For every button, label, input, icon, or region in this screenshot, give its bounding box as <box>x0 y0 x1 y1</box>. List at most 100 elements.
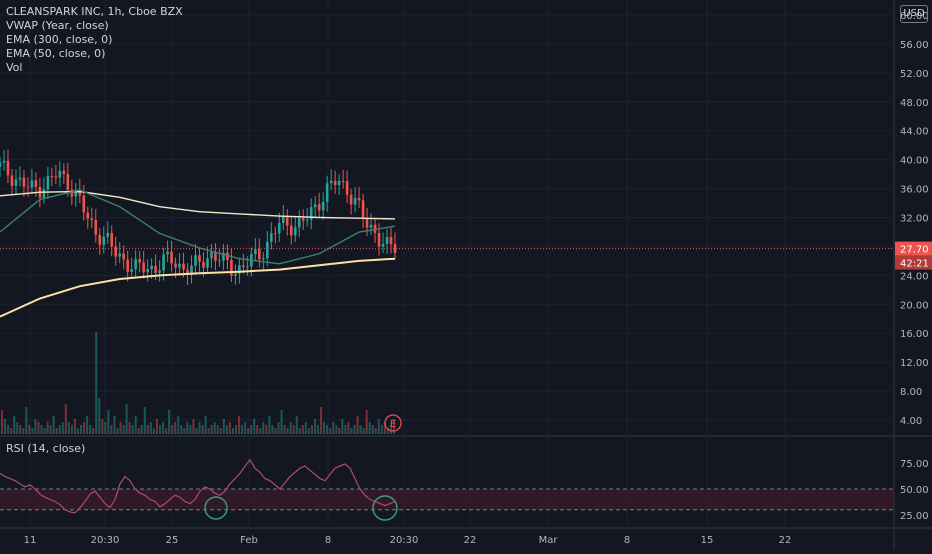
volume-bar <box>149 422 152 434</box>
volume-bar <box>301 425 304 434</box>
x-tick-label: 25 <box>166 535 179 546</box>
volume-bar <box>61 422 64 434</box>
volume-bar <box>250 425 253 434</box>
candle-body <box>174 263 177 268</box>
candle-body <box>182 263 185 270</box>
candle-body <box>242 265 245 267</box>
volume-bar <box>244 422 247 434</box>
y-tick-label: 48.00 <box>900 98 929 109</box>
candle-body <box>361 200 365 219</box>
volume-bar <box>95 332 98 434</box>
candle-body <box>90 218 94 220</box>
volume-bar <box>73 419 76 434</box>
volume-bar <box>107 410 110 434</box>
candle-body <box>10 175 14 186</box>
price-badge-bg <box>895 241 932 256</box>
x-tick-label: 22 <box>779 535 792 546</box>
volume-bar <box>262 422 265 434</box>
earnings-marker: E <box>390 419 396 430</box>
candle-body <box>206 258 209 268</box>
volume-bar <box>362 428 365 434</box>
candle-body <box>277 223 281 234</box>
volume-bar <box>162 422 165 434</box>
volume-bar <box>70 425 73 434</box>
volume-bar <box>268 416 271 434</box>
candle-body <box>218 260 221 262</box>
rsi-tick-label: 50.00 <box>900 485 929 496</box>
x-tick-label: 8 <box>325 535 331 546</box>
candle-body <box>297 218 301 228</box>
volume-bar <box>386 428 389 434</box>
volume-bar <box>7 425 10 434</box>
volume-bar <box>137 428 140 434</box>
x-tick-label: 20:30 <box>91 535 120 546</box>
rsi-highlight-circle <box>204 496 228 520</box>
candle-body <box>46 175 50 190</box>
legend-vol[interactable]: Vol <box>6 61 23 74</box>
volume-bar <box>389 425 392 434</box>
legend-ema50[interactable]: EMA (50, close, 0) <box>6 47 106 60</box>
volume-bar <box>1 410 4 434</box>
volume-bar <box>110 425 113 434</box>
volume-bar <box>134 416 137 434</box>
candle-body <box>210 252 213 259</box>
volume-bar <box>83 422 86 434</box>
volume-bar <box>365 410 368 434</box>
volume-bar <box>241 425 244 434</box>
y-tick-label: 24.00 <box>900 271 929 282</box>
candle-body <box>66 174 70 190</box>
volume-bar <box>274 428 277 434</box>
volume-bar <box>341 419 344 434</box>
legend-title: CLEANSPARK INC, 1h, Cboe BZX <box>6 5 183 18</box>
candle-body <box>353 197 357 205</box>
candle-body <box>289 225 293 236</box>
y-tick-label: 4.00 <box>900 416 922 427</box>
legend-ema300[interactable]: EMA (300, close, 0) <box>6 33 113 46</box>
candle-body <box>226 252 229 260</box>
volume-bar <box>253 419 256 434</box>
volume-bar <box>359 425 362 434</box>
candle-body <box>30 180 34 188</box>
volume-bar <box>332 422 335 434</box>
candle-body <box>194 255 197 266</box>
volume-bar <box>180 425 183 434</box>
rsi-legend[interactable]: RSI (14, close) <box>6 442 86 455</box>
ema50-line <box>0 189 396 265</box>
y-tick-label: 16.00 <box>900 329 929 340</box>
candle-body <box>329 180 333 184</box>
volume-bar <box>198 422 201 434</box>
candle-body <box>317 204 321 211</box>
rsi-line <box>0 458 396 514</box>
volume-bar <box>67 422 70 434</box>
volume-bar <box>4 419 7 434</box>
volume-bar <box>119 422 122 434</box>
rsi-pane <box>0 458 894 521</box>
volume-bar <box>192 419 195 434</box>
candle-body <box>238 265 241 274</box>
candle-body <box>162 254 165 271</box>
candle-body <box>333 180 337 186</box>
volume-bar <box>165 428 168 434</box>
candle-body <box>134 258 137 270</box>
candle-body <box>138 258 141 263</box>
legend-vwap[interactable]: VWAP (Year, close) <box>6 19 109 32</box>
candle-body <box>86 212 90 219</box>
volume-bar <box>259 428 262 434</box>
volume-bar <box>216 425 219 434</box>
volume-bar <box>292 425 295 434</box>
volume-bar <box>10 428 13 434</box>
candle-body <box>305 219 309 221</box>
volume-bar <box>383 422 386 434</box>
candle-body <box>114 246 118 257</box>
currency-button[interactable]: USD <box>900 5 928 23</box>
y-tick-label: 40.00 <box>900 156 929 167</box>
volume-bar <box>92 428 95 434</box>
candle-body <box>150 265 153 270</box>
volume-bar <box>201 425 204 434</box>
candle-body <box>82 195 86 213</box>
candle-body <box>309 207 313 220</box>
candle-body <box>74 189 78 197</box>
candle-body <box>14 179 18 186</box>
